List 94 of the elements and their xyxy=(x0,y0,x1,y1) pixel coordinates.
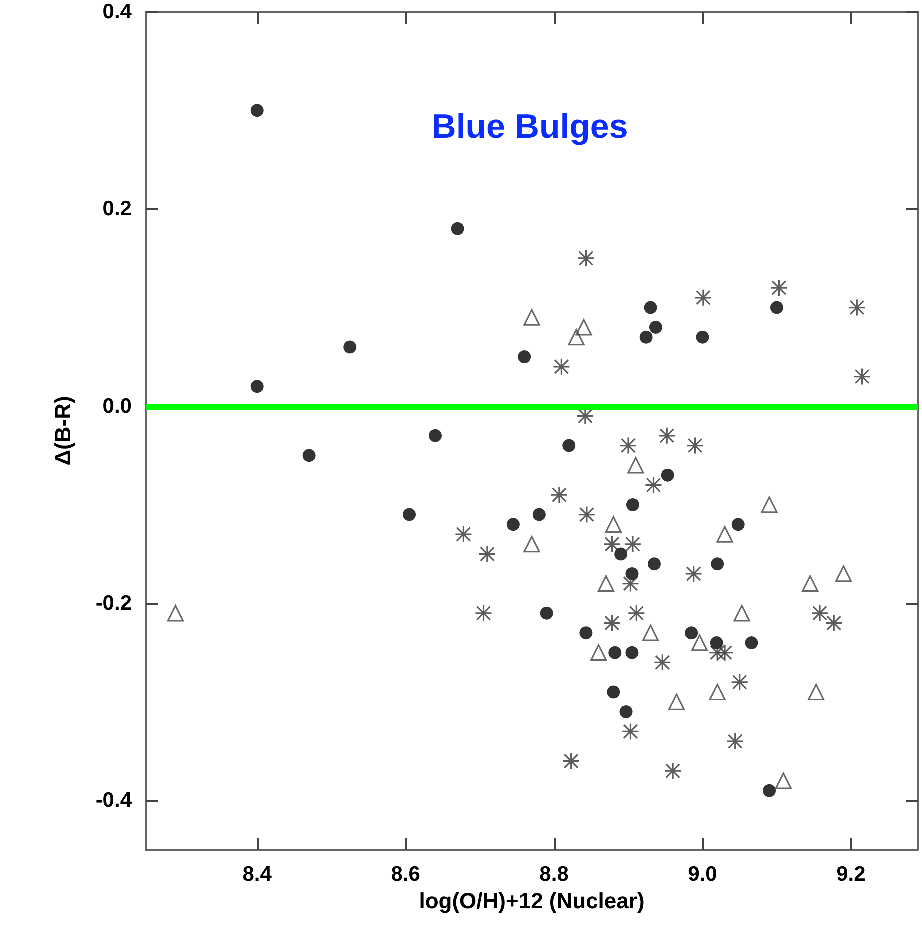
point xyxy=(429,429,442,442)
point xyxy=(524,309,540,326)
point xyxy=(250,380,264,394)
y-axis-title: Δ(B-R) xyxy=(50,396,76,466)
point xyxy=(686,436,704,455)
point xyxy=(454,526,473,544)
point xyxy=(568,329,585,346)
point xyxy=(518,350,532,364)
point xyxy=(761,496,778,514)
point xyxy=(661,468,674,482)
y-tick-label: 0.4 xyxy=(102,0,132,24)
point xyxy=(607,686,620,699)
point xyxy=(644,476,663,494)
point xyxy=(654,654,672,672)
point xyxy=(598,576,615,592)
point xyxy=(716,644,734,662)
point xyxy=(642,624,660,642)
point xyxy=(716,526,734,543)
point xyxy=(726,732,744,750)
y-tick-label: 0.2 xyxy=(102,198,132,221)
x-tick-label: 8.6 xyxy=(391,863,420,886)
point xyxy=(745,636,758,650)
x-tick-label: 9.0 xyxy=(688,863,718,886)
point xyxy=(808,684,825,701)
point xyxy=(763,784,776,798)
point xyxy=(685,565,703,583)
point xyxy=(552,358,570,376)
point xyxy=(562,439,576,452)
point xyxy=(694,289,712,307)
point xyxy=(578,506,596,524)
point xyxy=(478,545,496,564)
point xyxy=(620,436,638,455)
point xyxy=(848,298,866,317)
x-tick-label: 8.8 xyxy=(540,863,570,886)
point xyxy=(649,320,662,334)
point xyxy=(614,548,628,561)
point xyxy=(603,536,621,554)
point xyxy=(770,301,784,314)
point xyxy=(624,536,642,554)
y-tick-label: -0.4 xyxy=(96,789,132,812)
point xyxy=(711,558,724,571)
point xyxy=(640,330,653,344)
point xyxy=(628,604,646,622)
point xyxy=(620,705,633,718)
point xyxy=(302,449,316,462)
point xyxy=(628,457,644,474)
point xyxy=(626,646,639,660)
point xyxy=(732,518,745,532)
point xyxy=(524,536,540,553)
point xyxy=(562,752,580,770)
point xyxy=(802,576,819,592)
point xyxy=(540,606,554,620)
x-axis-title: log(O/H)+12 (Nuclear) xyxy=(419,888,645,914)
point xyxy=(474,604,493,622)
point xyxy=(770,279,788,297)
x-tick-label: 8.4 xyxy=(242,863,272,886)
point xyxy=(835,566,852,582)
point xyxy=(696,330,710,344)
point xyxy=(626,567,639,580)
point xyxy=(580,626,593,640)
point xyxy=(709,684,726,701)
y-tick-label: -0.2 xyxy=(96,592,132,616)
point xyxy=(626,498,640,512)
x-tick-label: 9.2 xyxy=(836,863,866,886)
point xyxy=(622,722,640,740)
point xyxy=(691,634,708,652)
point xyxy=(250,104,264,118)
text: Blue Bulges xyxy=(432,108,628,146)
point xyxy=(605,516,622,533)
point xyxy=(576,319,592,336)
point xyxy=(685,626,698,640)
point xyxy=(550,486,568,504)
point xyxy=(622,575,640,593)
point xyxy=(854,368,872,386)
point xyxy=(708,644,726,662)
point xyxy=(775,772,792,790)
point xyxy=(608,646,622,660)
point xyxy=(167,605,184,622)
y-tick-label: 0.0 xyxy=(102,394,132,418)
point xyxy=(664,762,682,780)
point xyxy=(403,508,416,522)
point xyxy=(658,427,676,445)
point xyxy=(603,614,621,632)
point xyxy=(577,250,595,268)
point xyxy=(668,694,686,710)
point xyxy=(532,508,546,522)
point xyxy=(590,644,608,662)
point xyxy=(731,674,749,692)
point xyxy=(648,558,661,571)
point xyxy=(506,518,520,532)
point xyxy=(451,222,464,236)
point xyxy=(644,301,658,314)
point xyxy=(344,340,357,354)
point xyxy=(734,605,750,622)
